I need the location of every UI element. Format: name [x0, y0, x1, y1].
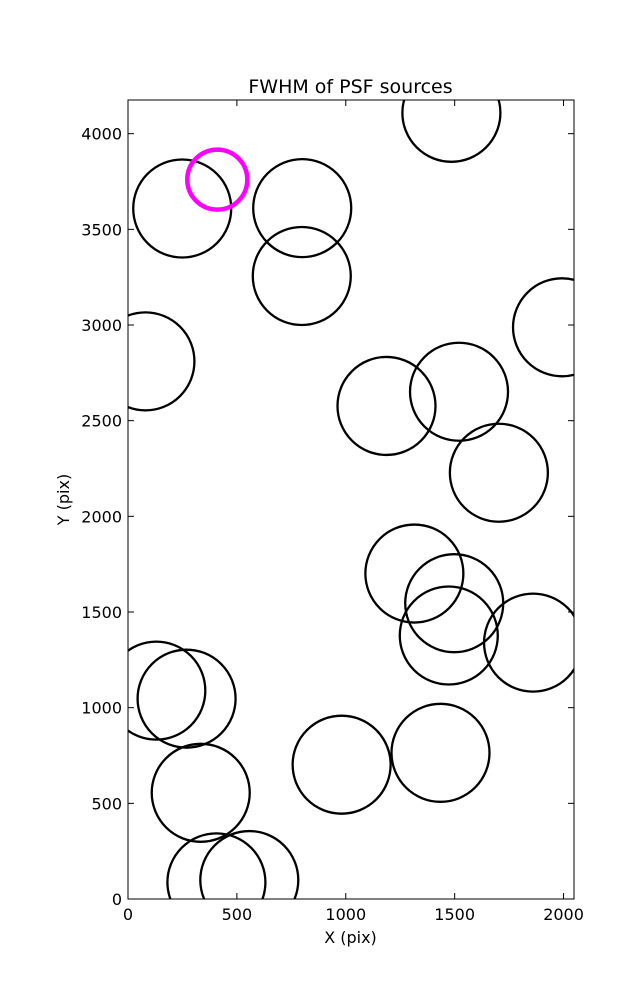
data-point	[199, 829, 300, 899]
data-point	[251, 225, 352, 327]
data-point	[150, 742, 251, 843]
y-tick-label: 500	[91, 794, 122, 813]
x-axis-label: X (pix)	[324, 928, 377, 947]
data-point	[128, 311, 196, 412]
data-point	[136, 648, 237, 749]
data-point	[448, 422, 550, 523]
data-point	[291, 714, 392, 815]
x-tick-label: 500	[222, 905, 253, 924]
chart-title: FWHM of PSF sources	[248, 76, 452, 98]
data-point	[511, 277, 574, 378]
data-point	[252, 157, 353, 259]
y-tick-label: 2500	[81, 412, 122, 431]
data-point	[482, 592, 574, 693]
highlight-marker	[185, 147, 250, 212]
data-points	[128, 100, 574, 899]
data-point	[166, 832, 267, 899]
plot-frame	[127, 99, 575, 900]
data-point	[128, 640, 207, 741]
y-tick-label: 3500	[81, 220, 122, 239]
y-tick-label: 4000	[81, 125, 122, 144]
y-tick-label: 0	[112, 890, 122, 909]
y-tick-label: 1000	[81, 699, 122, 718]
x-tick-label: 1000	[325, 905, 366, 924]
y-axis-label: Y (pix)	[54, 474, 73, 526]
x-tick-label: 1500	[434, 905, 475, 924]
data-point	[401, 100, 502, 163]
x-tick-label: 2000	[543, 905, 584, 924]
y-tick-label: 2000	[81, 507, 122, 526]
y-tick-label: 3000	[81, 316, 122, 335]
data-point	[336, 355, 437, 457]
data-point	[364, 523, 465, 624]
y-tick-label: 1500	[81, 603, 122, 622]
x-tick-label: 0	[123, 905, 133, 924]
data-point	[408, 341, 510, 442]
data-point	[390, 702, 491, 803]
data-point	[398, 585, 499, 686]
